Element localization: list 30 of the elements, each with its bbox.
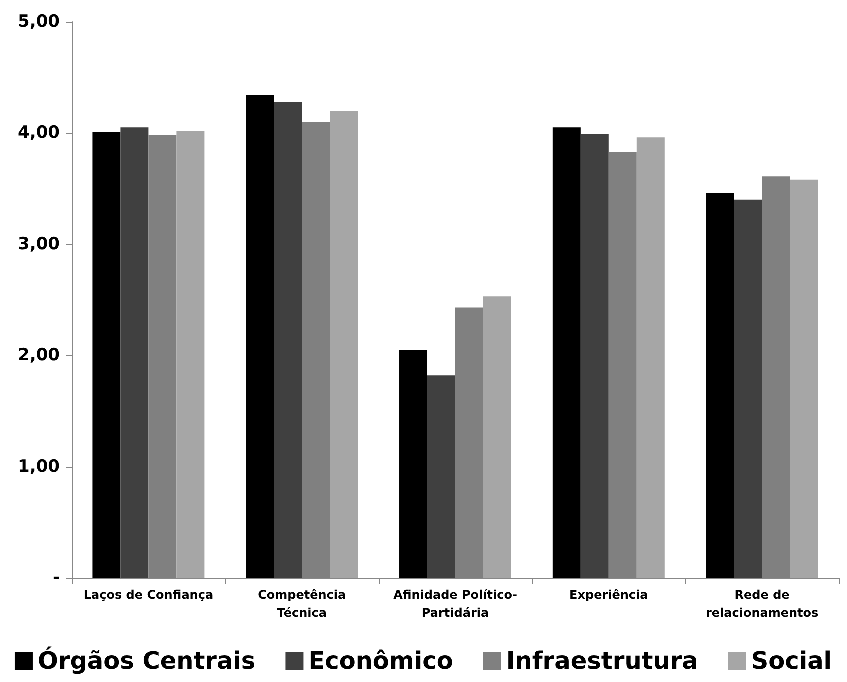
bar: [274, 102, 302, 578]
bar: [552, 128, 581, 578]
y-tick-label: 5,00: [18, 12, 60, 32]
x-tick-label: Laços de Confiança: [84, 588, 214, 602]
bar: [580, 134, 609, 578]
y-tick-label: 1,00: [18, 456, 60, 477]
y-tick-label: 3,00: [18, 234, 60, 254]
bar: [92, 132, 121, 578]
bar: [483, 296, 512, 578]
bar: [330, 110, 358, 578]
bar: [400, 350, 428, 578]
x-tick-label: Competência Técnica: [258, 588, 346, 620]
legend-label: Infraestrutura: [506, 647, 698, 675]
bar: [246, 95, 274, 578]
bar: [706, 193, 734, 578]
bar: [120, 128, 149, 578]
bar: [734, 200, 762, 578]
y-tick-label: 2,00: [18, 346, 60, 366]
bar: [176, 130, 205, 578]
y-tick-label: -: [52, 568, 60, 588]
x-tick-label: Rede de relacionamentos: [706, 588, 819, 620]
legend-label: Econômico: [308, 647, 454, 675]
bar: [636, 138, 665, 578]
x-tick-label: Afinidade Político- Partidária: [394, 588, 518, 620]
legend-label: Órgãos Centrais: [38, 646, 256, 675]
legend-label: Social: [751, 647, 832, 675]
bar: [428, 376, 456, 578]
x-tick-label: Experiência: [570, 588, 648, 602]
bar: [790, 180, 818, 578]
y-tick-label: 4,00: [18, 123, 60, 144]
